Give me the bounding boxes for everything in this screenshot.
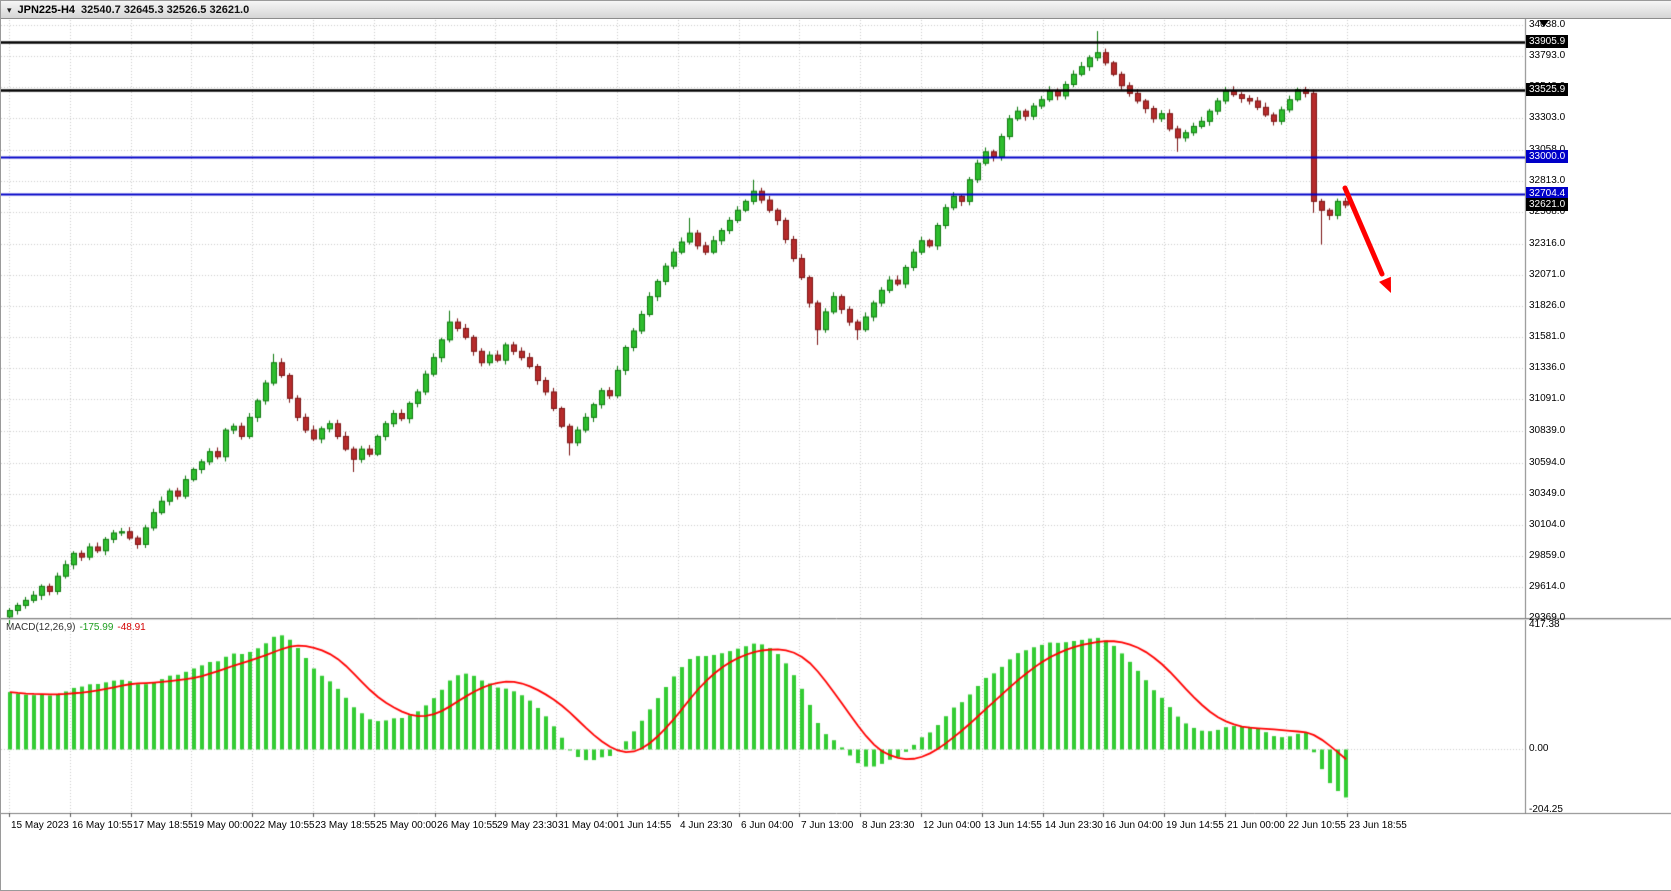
- sell-signal-arrow[interactable]: [1336, 181, 1406, 299]
- chart-title-quotes: 32540.7 32645.3 32526.5 32621.0: [81, 3, 250, 16]
- sell-signal-arrow-head: [1379, 276, 1391, 293]
- chart-shift-marker-icon[interactable]: [1539, 20, 1549, 27]
- macd-main-value: -175.99: [79, 622, 114, 633]
- chart-title-symbol: JPN225-H4: [17, 3, 76, 16]
- chart-window-icon: ▾: [7, 4, 12, 15]
- sell-signal-arrow-shaft: [1342, 185, 1385, 277]
- chart-titlebar: ▾ JPN225-H4 32540.7 32645.3 32526.5 3262…: [1, 1, 1671, 19]
- macd-indicator-label: MACD(12,26,9) -175.99 -48.91: [6, 622, 146, 633]
- macd-signal-value: -48.91: [117, 622, 146, 633]
- macd-name: MACD(12,26,9): [6, 622, 76, 633]
